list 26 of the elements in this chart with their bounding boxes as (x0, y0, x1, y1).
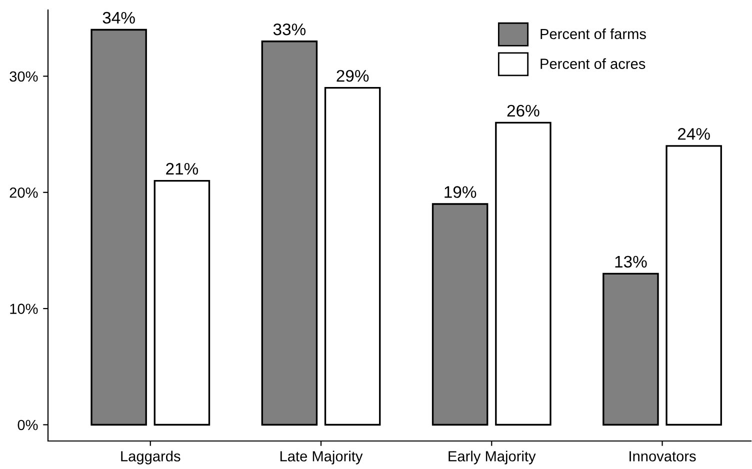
bar (432, 203, 488, 426)
y-tick-label: 30% (10, 71, 38, 82)
bar (90, 28, 147, 426)
bar (602, 272, 659, 426)
bar (495, 122, 552, 426)
data-label: 19% (444, 186, 476, 198)
data-label: 13% (615, 256, 647, 268)
data-label: 24% (678, 128, 710, 140)
x-tick-label: Late Majority (280, 450, 363, 464)
data-label: 26% (507, 104, 540, 117)
legend-label: Percent of farms (540, 28, 646, 40)
bar (666, 145, 722, 426)
bar (261, 40, 318, 426)
bar (154, 180, 210, 426)
data-label: 34% (102, 12, 135, 24)
x-tick-label: Early Majority (448, 450, 536, 464)
data-label: 29% (336, 70, 369, 82)
bar (324, 87, 381, 426)
y-tick-label: 0% (18, 420, 38, 430)
data-label: 33% (273, 23, 306, 36)
legend-label: Percent of acres (540, 58, 646, 69)
x-tick-label: Innovators (630, 451, 696, 462)
y-tick-label: 10% (10, 304, 38, 314)
data-label: 21% (166, 162, 198, 175)
x-tick-label: Laggards (121, 450, 180, 464)
y-tick-label: 20% (10, 187, 38, 198)
